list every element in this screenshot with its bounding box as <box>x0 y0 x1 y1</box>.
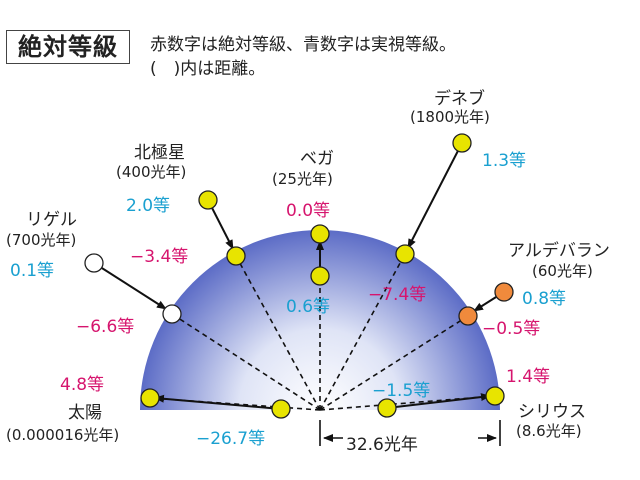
sun-distance: (0.000016光年) <box>6 426 120 444</box>
polaris-apparent: 2.0等 <box>126 196 171 216</box>
deneb-distance: (1800光年) <box>410 108 490 126</box>
deneb-apparent: 1.3等 <box>482 151 527 171</box>
scale-bar <box>319 420 501 446</box>
rigel-apparent: 0.1等 <box>10 261 55 281</box>
aldebaran-absolute-dot <box>458 306 478 326</box>
deneb-apparent-dot <box>452 133 472 153</box>
sirius-distance: (8.6光年) <box>516 422 582 440</box>
rigel-apparent-dot <box>84 253 104 273</box>
deneb-name: デネブ <box>434 89 485 109</box>
sirius-apparent: −1.5等 <box>372 381 431 401</box>
sirius-absolute: 1.4等 <box>506 367 551 387</box>
vega-apparent: 0.6等 <box>286 297 331 317</box>
rigel-name: リゲル <box>26 210 77 230</box>
rigel-absolute-dot <box>162 304 182 324</box>
deneb-absolute: −7.4等 <box>368 285 427 305</box>
polaris-absolute-dot <box>226 246 246 266</box>
vega-distance: (25光年) <box>272 170 333 188</box>
sirius-name: シリウス <box>518 402 586 422</box>
sun-apparent: −26.7等 <box>196 429 266 449</box>
sun-name: 太陽 <box>68 403 102 423</box>
deneb-absolute-dot <box>395 244 415 264</box>
sirius-absolute-dot <box>485 386 505 406</box>
polaris-apparent-dot <box>198 190 218 210</box>
rigel-absolute: −6.6等 <box>76 317 135 337</box>
sun-arrow <box>154 394 282 410</box>
polaris-name: 北極星 <box>134 143 185 163</box>
polaris-distance: (400光年) <box>116 163 187 181</box>
sirius-apparent-dot <box>377 398 397 418</box>
deneb-arrow <box>407 142 463 249</box>
polaris-absolute: −3.4等 <box>130 247 189 267</box>
rigel-arrow <box>93 262 167 310</box>
aldebaran-name: アルデバラン <box>508 241 610 261</box>
aldebaran-apparent: 0.8等 <box>522 289 567 309</box>
sun-absolute: 4.8等 <box>60 375 105 395</box>
vega-name: ベガ <box>300 149 334 169</box>
aldebaran-apparent-dot <box>494 282 514 302</box>
aldebaran-distance: (60光年) <box>532 262 593 280</box>
vega-absolute: 0.0等 <box>286 201 331 221</box>
aldebaran-absolute: −0.5等 <box>482 319 541 339</box>
sun-apparent-dot <box>271 399 291 419</box>
sirius-arrow <box>386 393 491 409</box>
vega-absolute-dot <box>310 224 330 244</box>
scale-label: 32.6光年 <box>346 435 418 455</box>
vega-apparent-dot <box>310 266 330 286</box>
diagram-title: 絶対等級 <box>6 30 130 64</box>
sun-absolute-dot <box>140 388 160 408</box>
legend-line-2: ( )内は距離。 <box>150 59 266 79</box>
legend-line-1: 赤数字は絶対等級、青数字は実視等級。 <box>150 35 456 55</box>
rigel-distance: (700光年) <box>6 231 77 249</box>
